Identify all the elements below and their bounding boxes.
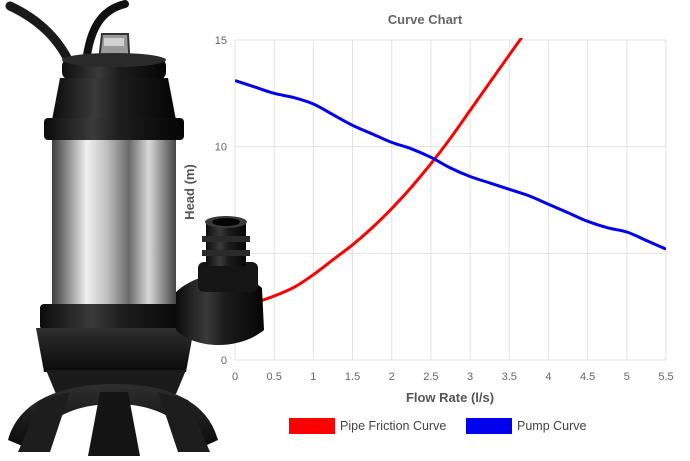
legend-swatch-pump	[466, 418, 512, 434]
legend-label-pipe-friction: Pipe Friction Curve	[340, 419, 446, 433]
x-tick-label: 4	[545, 371, 551, 383]
x-tick-label: 0.5	[267, 371, 282, 383]
series-line-pipe-friction	[235, 38, 524, 307]
x-tick-label: 1.5	[345, 371, 360, 383]
chart-title: Curve Chart	[388, 12, 463, 27]
y-tick-label: 0	[221, 355, 227, 367]
x-tick-label: 5.5	[658, 371, 673, 383]
x-tick-label: 3	[467, 371, 473, 383]
y-tick-label: 10	[215, 142, 227, 154]
x-tick-label: 2.5	[423, 371, 438, 383]
x-tick-label: 4.5	[580, 371, 595, 383]
x-axis-label: Flow Rate (l/s)	[406, 390, 494, 405]
y-tick-label: 15	[215, 35, 227, 47]
submersible-pump-icon	[5, 0, 264, 456]
x-tick-label: 5	[624, 371, 630, 383]
series-line-pump	[235, 79, 666, 251]
legend-swatch-pipe-friction	[289, 418, 335, 434]
plot-lines	[235, 38, 666, 307]
x-tick-label: 3.5	[502, 371, 517, 383]
legend: Pipe Friction Curve Pump Curve	[289, 418, 587, 434]
tick-labels: 00.511.522.533.544.555.5051015	[215, 35, 674, 383]
x-tick-label: 2	[389, 371, 395, 383]
x-tick-label: 1	[310, 371, 316, 383]
x-tick-label: 0	[232, 371, 238, 383]
y-axis-label: Head (m)	[182, 164, 197, 220]
chart-grid	[234, 39, 667, 361]
legend-label-pump: Pump Curve	[517, 419, 587, 433]
